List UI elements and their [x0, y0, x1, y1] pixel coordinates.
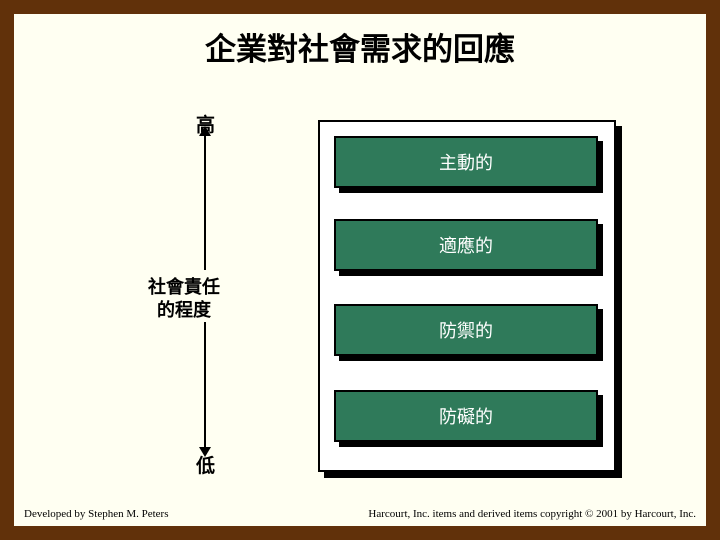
response-box-label: 主動的	[439, 149, 493, 175]
response-box: 防礙的	[334, 390, 598, 442]
response-box: 主動的	[334, 136, 598, 188]
response-box-label: 防禦的	[439, 317, 493, 343]
response-box-label: 適應的	[439, 232, 493, 258]
response-box-label: 防礙的	[439, 403, 493, 429]
axis-arrow-down	[204, 322, 206, 448]
slide-frame: 企業對社會需求的回應 高 低 社會責任 的程度 主動的適應的防禦的防礙的 Dev…	[0, 0, 720, 540]
axis-label-line2: 的程度	[157, 300, 211, 320]
response-box: 適應的	[334, 219, 598, 271]
response-box: 防禦的	[334, 304, 598, 356]
axis-label-line1: 社會責任	[148, 277, 220, 297]
footer-copyright: Harcourt, Inc. items and derived items c…	[368, 508, 696, 520]
axis-label: 社會責任 的程度	[134, 276, 234, 321]
axis-arrow-up	[204, 135, 206, 270]
slide-title: 企業對社會需求的回應	[14, 24, 706, 69]
footer-author: Developed by Stephen M. Peters	[24, 508, 169, 520]
